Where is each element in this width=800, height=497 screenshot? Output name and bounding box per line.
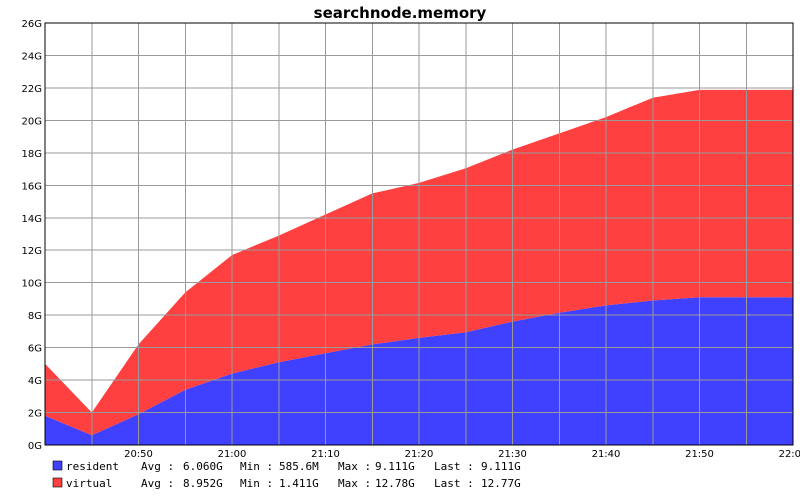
y-tick-label: 12G (22, 246, 42, 257)
y-tick-label: 22G (22, 84, 42, 95)
legend-text-virtual: 1.411G (279, 477, 319, 490)
legend-text-resident: 585.6M (279, 460, 319, 473)
chart-title: searchnode.memory (314, 4, 487, 22)
legend-text-resident: Min : (240, 460, 273, 473)
legend-text-virtual: Min : (240, 477, 273, 490)
legend-text-virtual: 8.952G (183, 477, 223, 490)
legend-text-resident: Avg : (141, 460, 174, 473)
legend-text-resident: resident (66, 460, 119, 473)
x-tick-label: 20:50 (124, 449, 153, 460)
x-tick-label: 21:50 (685, 449, 714, 460)
y-tick-label: 10G (22, 279, 42, 290)
legend-text-virtual: Avg : (141, 477, 174, 490)
legend-text-resident: 9.111G (481, 460, 521, 473)
y-tick-label: 0G (28, 441, 42, 452)
x-tick-label: 22:00 (779, 449, 800, 460)
x-tick-label: 21:40 (592, 449, 621, 460)
legend-text-virtual: 12.77G (481, 477, 521, 490)
y-tick-label: 16G (22, 181, 42, 192)
x-tick-label: 21:00 (218, 449, 247, 460)
y-axis-ticks: 0G 2G 4G 6G 8G 10G 12G 14G 16G 18G 20G 22G 24G 26G (22, 19, 42, 452)
y-tick-label: 6G (28, 344, 42, 355)
plot-frame (44, 22, 794, 446)
y-tick-label: 8G (28, 311, 42, 322)
plot-border (44, 22, 794, 446)
legend-swatch-resident (52, 460, 63, 471)
y-tick-label: 4G (28, 376, 42, 387)
y-tick-label: 14G (22, 214, 42, 225)
legend-text-resident: 9.111G (375, 460, 415, 473)
y-tick-label: 26G (22, 19, 42, 30)
x-tick-label: 21:10 (311, 449, 340, 460)
legend-text-virtual: Max : (338, 477, 371, 490)
legend-text-resident: Max : (338, 460, 371, 473)
legend-swatch-virtual (52, 477, 63, 488)
y-tick-label: 2G (28, 409, 42, 420)
legend-text-virtual: virtual (66, 477, 112, 490)
y-tick-label: 20G (22, 116, 42, 127)
x-tick-label: 21:20 (405, 449, 434, 460)
x-tick-label: 21:30 (498, 449, 527, 460)
legend-text-virtual: 12.78G (375, 477, 415, 490)
chart-grid (45, 22, 794, 446)
chart-legend: resident Avg : 6.060G Min : 585.6M Max : 9.111… (52, 460, 521, 490)
legend-text-resident: 6.060G (183, 460, 223, 473)
legend-text-virtual: Last : (434, 477, 474, 490)
x-axis-ticks: 20:50 21:00 21:10 21:20 21:30 21:40 21:50 22:00 (124, 449, 800, 460)
y-tick-label: 24G (22, 51, 42, 62)
legend-text-resident: Last : (434, 460, 474, 473)
y-tick-label: 18G (22, 149, 42, 160)
